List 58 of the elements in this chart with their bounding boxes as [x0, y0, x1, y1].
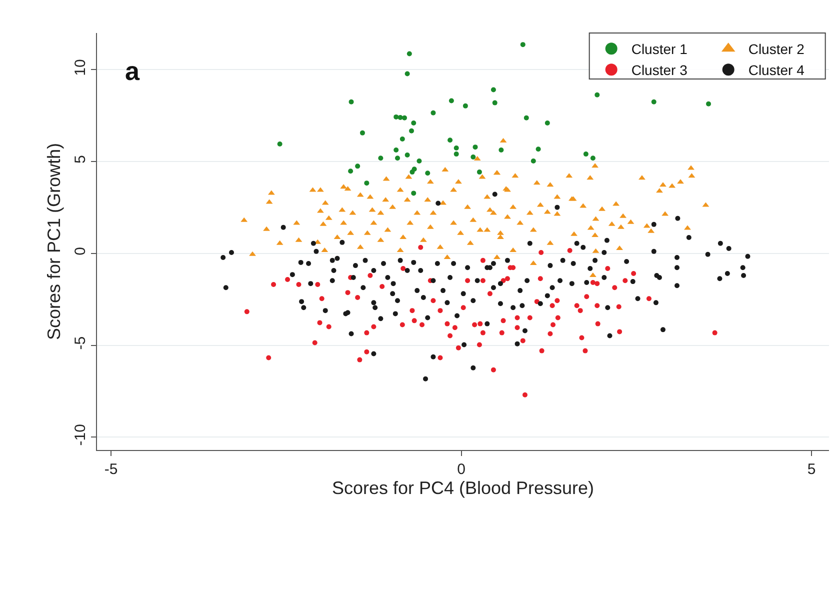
- point: [395, 156, 400, 161]
- point: [524, 115, 529, 120]
- y-tick-label: -5: [72, 336, 89, 350]
- point: [536, 146, 541, 152]
- point: [404, 71, 410, 76]
- point: [470, 154, 476, 160]
- point: [462, 103, 468, 108]
- point: [394, 148, 399, 153]
- point: [378, 156, 384, 161]
- point: [492, 100, 498, 106]
- point: [400, 136, 405, 142]
- point: [590, 156, 596, 161]
- point: [454, 146, 459, 150]
- annotation: a: [125, 56, 140, 86]
- point: [411, 190, 416, 196]
- point: [544, 120, 550, 126]
- point: [490, 87, 496, 92]
- x-axis-title: Scores for PC4 (Blood Pressure): [332, 478, 594, 498]
- legend-label: Cluster 1: [631, 41, 688, 58]
- point: [364, 180, 370, 186]
- point: [454, 152, 459, 157]
- point: [416, 158, 422, 164]
- point: [583, 152, 588, 157]
- point: [355, 164, 360, 169]
- point: [448, 138, 453, 143]
- point: [411, 120, 416, 126]
- point: [394, 114, 399, 120]
- point: [520, 42, 526, 48]
- point: [410, 170, 415, 175]
- x-tick-label: -5: [104, 461, 118, 478]
- y-axis-title: Scores for PC1 (Growth): [44, 142, 64, 340]
- y-tick-label: 10: [72, 59, 89, 76]
- point: [404, 152, 410, 158]
- point: [406, 51, 412, 56]
- y-tick-label: 0: [72, 247, 89, 256]
- y-tick-label: 5: [72, 155, 89, 164]
- point: [425, 170, 430, 176]
- point: [594, 92, 600, 98]
- point: [498, 148, 504, 153]
- point: [651, 99, 656, 104]
- legend-label: Cluster 4: [748, 62, 805, 78]
- point: [360, 130, 365, 136]
- point: [448, 98, 454, 104]
- y-tick-label: -10: [72, 424, 89, 446]
- point: [530, 158, 536, 164]
- point: [472, 144, 478, 150]
- point: [409, 128, 414, 134]
- point: [476, 170, 482, 175]
- point: [348, 168, 354, 174]
- point: [706, 101, 712, 106]
- x-tick-label: 0: [457, 461, 466, 478]
- legend-label: Cluster 2: [748, 41, 805, 58]
- legend-label: Cluster 3: [631, 62, 688, 78]
- x-tick-label: 5: [807, 461, 816, 478]
- point: [402, 115, 408, 120]
- point: [348, 99, 354, 104]
- point: [430, 110, 436, 116]
- point: [277, 141, 282, 146]
